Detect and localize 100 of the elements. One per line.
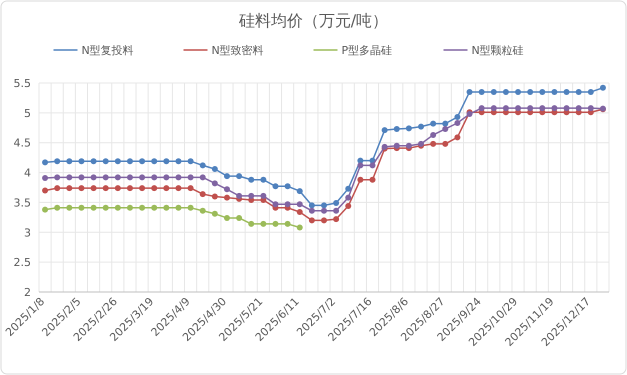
point: [502, 105, 509, 112]
point: [139, 158, 146, 164]
point: [66, 158, 72, 164]
point: [576, 88, 582, 95]
point: [564, 88, 570, 95]
point: [272, 220, 278, 227]
point: [102, 204, 109, 211]
point: [224, 186, 230, 192]
point: [248, 192, 254, 199]
point: [406, 142, 412, 149]
point: [126, 174, 133, 180]
point: [90, 204, 97, 211]
point: [200, 208, 206, 214]
point: [539, 88, 546, 95]
point: [248, 176, 254, 183]
point: [151, 174, 158, 180]
point: [200, 174, 206, 180]
point: [308, 208, 315, 214]
y-tick-label: 3.5: [14, 196, 31, 210]
point: [321, 202, 327, 208]
legend-label: N型颗粒硅: [472, 44, 524, 57]
point: [406, 125, 412, 132]
point: [212, 193, 218, 200]
point: [114, 204, 121, 211]
point: [321, 217, 327, 224]
point: [394, 126, 400, 132]
point: [539, 105, 546, 112]
point: [308, 217, 315, 224]
point: [212, 180, 218, 186]
point: [212, 210, 218, 217]
chart-title: 硅料均价（万元/吨）: [238, 11, 388, 30]
point: [442, 120, 448, 127]
point: [296, 224, 303, 231]
point: [284, 220, 291, 227]
point: [102, 174, 109, 180]
point: [90, 158, 97, 164]
point: [126, 185, 133, 192]
point: [151, 158, 158, 164]
point: [236, 214, 242, 221]
y-tick-label: 5: [24, 106, 31, 120]
point: [248, 220, 254, 227]
point: [139, 204, 146, 211]
point: [454, 134, 460, 140]
point: [163, 158, 170, 164]
point: [175, 158, 182, 164]
point: [515, 88, 522, 95]
point: [78, 204, 84, 211]
point: [42, 206, 48, 213]
point: [188, 204, 194, 211]
point: [345, 186, 352, 192]
point: [90, 185, 97, 192]
point: [576, 105, 582, 112]
point: [260, 220, 266, 227]
point: [175, 185, 182, 192]
point: [200, 162, 206, 168]
point: [90, 174, 97, 180]
point: [54, 185, 60, 192]
point: [551, 105, 558, 112]
point: [126, 204, 133, 211]
point: [114, 158, 121, 164]
point: [102, 185, 109, 192]
point: [175, 174, 182, 180]
legend-label: N型复投料: [82, 44, 134, 57]
point: [490, 88, 497, 95]
point: [163, 204, 170, 211]
point: [357, 176, 364, 183]
point: [66, 204, 72, 211]
point: [188, 158, 194, 164]
point: [345, 203, 352, 210]
point: [54, 204, 60, 211]
point: [139, 185, 146, 192]
point: [527, 88, 534, 95]
y-tick-label: 4: [24, 166, 31, 180]
point: [394, 142, 400, 149]
point: [78, 158, 84, 164]
point: [430, 120, 436, 127]
point: [564, 105, 570, 112]
point: [600, 84, 606, 91]
y-tick-label: 2.5: [14, 256, 31, 270]
point: [224, 214, 230, 221]
y-tick-label: 3: [24, 226, 31, 240]
point: [333, 200, 340, 206]
point: [78, 174, 84, 180]
point: [42, 187, 48, 194]
point: [188, 174, 194, 180]
point: [272, 201, 278, 208]
point: [588, 88, 594, 95]
point: [478, 88, 485, 95]
point: [200, 191, 206, 198]
point: [284, 201, 291, 208]
point: [370, 162, 376, 168]
point: [188, 185, 194, 192]
point: [54, 174, 60, 180]
point: [430, 132, 436, 138]
point: [321, 208, 327, 214]
point: [42, 159, 48, 166]
point: [418, 124, 424, 130]
point: [114, 174, 121, 180]
point: [478, 105, 485, 112]
point: [527, 105, 534, 112]
